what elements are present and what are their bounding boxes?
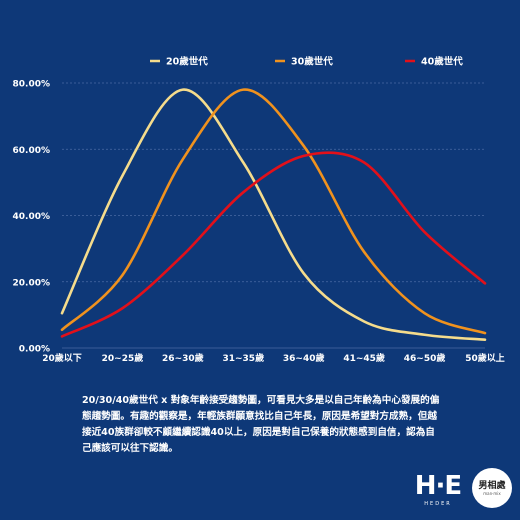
legend: 20歲世代 30歲世代 40歲世代: [150, 56, 463, 68]
x-axis-ticks: 20歲以下 20~25歲 26~30歲 31~35歲 36~40歲 41~45歲 46~50…: [42, 352, 505, 364]
grid-lines: [62, 82, 485, 349]
series-line-3: [60, 151, 487, 338]
x-tick-label: 50歲以上: [465, 352, 505, 364]
y-tick-label: 60.00%: [13, 146, 51, 156]
x-tick-label: 46~50歲: [404, 352, 446, 364]
x-tick-label: 41~45歲: [343, 352, 385, 364]
series-line-2: [60, 88, 487, 335]
he-logo: H·E HEDER: [410, 473, 466, 509]
legend-label: 20歲世代: [166, 56, 208, 68]
seal-logo-text: 男相處: [478, 480, 506, 491]
y-tick-label: 0.00%: [19, 345, 50, 355]
legend-label: 30歲世代: [291, 56, 333, 68]
seal-logo-subtext: man·mix: [483, 490, 501, 496]
he-logo-subtext: HEDER: [424, 501, 452, 507]
series-line-1: [60, 88, 487, 342]
legend-label: 40歲世代: [421, 56, 463, 68]
line-chart: 0.00% 20.00% 40.00% 60.00% 80.00% 20歲以下 20~25…: [13, 56, 505, 365]
he-logo-text: H·E: [414, 471, 462, 501]
series-lines: [60, 88, 487, 342]
x-tick-label: 20~25歲: [102, 352, 144, 364]
y-axis-ticks: 0.00% 20.00% 40.00% 60.00% 80.00%: [13, 80, 51, 355]
y-tick-label: 80.00%: [13, 80, 51, 90]
x-tick-label: 36~40歲: [283, 352, 325, 364]
chart-caption: 20/30/40歲世代 x 對象年齡接受趨勢圖，可看見大多是以自己年齡為中心發展…: [82, 395, 440, 454]
seal-logo: 男相處 man·mix: [472, 468, 512, 508]
x-tick-label: 26~30歲: [162, 352, 204, 364]
x-tick-label: 20歲以下: [42, 352, 82, 364]
x-tick-label: 31~35歲: [222, 352, 264, 364]
y-tick-label: 40.00%: [13, 212, 51, 222]
y-tick-label: 20.00%: [13, 278, 51, 288]
